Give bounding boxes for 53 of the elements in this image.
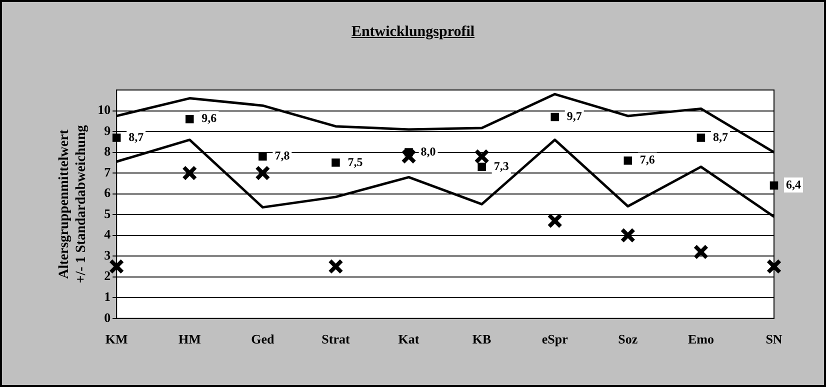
- y-axis-title: Altersgruppenmittelwert +/- 1 Standardabweichung: [57, 125, 89, 284]
- chart-title: Entwicklungsprofil: [350, 24, 476, 41]
- y-tick-label: 2: [104, 268, 111, 284]
- point: [108, 258, 124, 274]
- y-tick-label: 9: [104, 122, 112, 138]
- data-label: 9,6: [202, 111, 217, 126]
- point: [401, 148, 416, 164]
- y-tick-label: 7: [104, 164, 112, 180]
- y-tick-label: 6: [104, 185, 112, 200]
- y-tick-label: 1: [104, 288, 111, 304]
- point: [255, 165, 270, 181]
- data-label: 9,7: [566, 109, 582, 124]
- data-label: 8,0: [420, 144, 436, 158]
- point: [478, 162, 486, 171]
- x-tick-label: eSpr: [542, 332, 568, 347]
- data-label: 7,6: [640, 152, 655, 167]
- x-tick-label: Soz: [618, 332, 638, 347]
- point: [620, 228, 636, 244]
- point: [693, 244, 709, 260]
- point: [112, 134, 121, 142]
- x-tick-label: Kat: [398, 332, 420, 347]
- point: [258, 152, 267, 161]
- x-tick-label: KB: [472, 332, 492, 347]
- data-label: 6,4: [786, 178, 801, 192]
- point: [550, 112, 559, 122]
- data-label: 8,7: [128, 130, 144, 144]
- x-tick-label: SN: [766, 332, 783, 347]
- x-tick-label: HM: [178, 332, 201, 347]
- point: [186, 114, 194, 124]
- point: [766, 258, 782, 274]
- y-tick-label: 3: [104, 247, 112, 262]
- data-label: 8,7: [712, 130, 728, 144]
- point: [404, 148, 413, 156]
- point: [182, 165, 198, 181]
- point: [547, 213, 563, 228]
- point: [474, 148, 490, 164]
- x-tick-label: KM: [105, 332, 128, 347]
- x-tick-label: Ged: [251, 332, 276, 347]
- y-tick-label: 5: [104, 206, 112, 221]
- y-tick-label: 4: [104, 226, 112, 242]
- y-tick-label: 10: [98, 102, 111, 118]
- x-tick-label: Strat: [322, 332, 350, 347]
- x-tick-label: Emo: [688, 332, 714, 347]
- data-label: 7,5: [348, 154, 363, 169]
- point: [770, 181, 778, 190]
- point: [328, 258, 344, 274]
- data-label: 7,8: [274, 148, 290, 163]
- point: [624, 156, 632, 165]
- point: [332, 158, 340, 167]
- y-tick-label: 8: [104, 144, 112, 159]
- y-tick-label: 0: [104, 310, 111, 325]
- data-label: 7,3: [494, 158, 509, 173]
- point: [696, 134, 706, 142]
